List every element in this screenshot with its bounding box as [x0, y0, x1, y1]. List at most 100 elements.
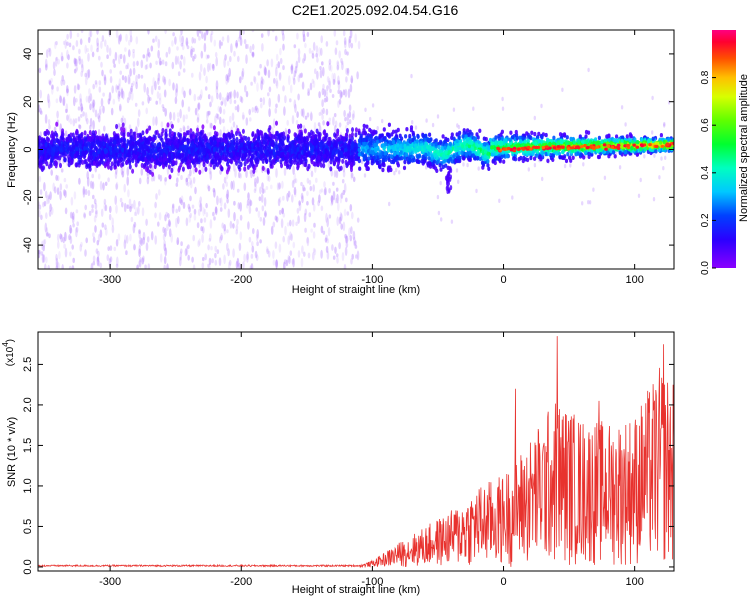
spectrogram-noise-mark — [122, 165, 125, 174]
spectrogram-noise-mark — [164, 247, 168, 257]
spectrogram-noise-mark — [188, 206, 191, 213]
spectrogram-noise-mark — [338, 122, 342, 128]
spectrogram-noise-mark — [249, 45, 252, 54]
spectrogram-noise-mark — [431, 122, 435, 128]
spectrogram-noise-mark — [337, 201, 340, 212]
spectrogram-noise-mark — [164, 227, 167, 237]
spectrogram-noise-mark — [108, 91, 112, 102]
spectrogram-noise-mark — [238, 262, 241, 269]
spectrogram-noise-mark — [146, 86, 149, 96]
spectrogram-noise-mark — [236, 257, 240, 268]
spectrogram-noise-mark — [82, 111, 85, 117]
spectrogram-band-mark — [168, 145, 172, 151]
spectrogram-noise-mark — [342, 89, 346, 96]
spectrogram-band-mark — [271, 141, 275, 147]
spectrogram-band-mark — [197, 156, 201, 162]
spectrogram-noise-mark — [213, 189, 216, 198]
spectrogram-noise-mark — [293, 178, 296, 185]
spectrogram-noise-mark — [38, 67, 42, 74]
spectrogram-noise-mark — [282, 33, 285, 42]
spectrogram-noise-mark — [320, 35, 324, 44]
spectrogram-noise-mark — [222, 126, 226, 134]
spectrogram-noise-mark — [272, 118, 276, 129]
spectrogram-noise-mark — [155, 193, 158, 200]
spectrogram-noise-mark — [163, 240, 166, 247]
spectrogram-noise-mark — [175, 182, 179, 187]
spectrogram-noise-mark — [129, 35, 133, 43]
spectrogram-noise-mark — [133, 244, 136, 251]
spectrogram-noise-mark — [138, 230, 141, 239]
spectrogram-band-mark — [50, 150, 54, 156]
spectrogram-noise-mark — [79, 38, 83, 45]
spectrogram-band-mark — [150, 157, 154, 163]
spectrogram-noise-mark — [325, 245, 329, 254]
spectrogram-noise-mark — [244, 85, 247, 93]
spectrogram-noise-mark — [157, 49, 160, 59]
spectrogram-band-mark — [101, 133, 105, 139]
spectrogram-noise-mark — [346, 51, 349, 56]
spectrogram-noise-mark — [44, 263, 47, 269]
spectrogram-noise-mark — [660, 156, 663, 161]
spectrogram-noise-mark — [436, 194, 440, 200]
spectrogram-band-mark — [213, 130, 217, 136]
spectrogram-band-mark — [123, 153, 127, 159]
spectrogram-noise-mark — [185, 245, 189, 256]
spectrogram-noise-mark — [120, 117, 124, 123]
spectrogram-band-mark — [260, 154, 263, 160]
spectrogram-noise-mark — [116, 256, 119, 266]
spectrogram-noise-mark — [348, 227, 351, 238]
spectrogram-band-mark — [69, 144, 73, 150]
spectrogram-noise-mark — [91, 204, 94, 209]
spectrogram-noise-mark — [289, 84, 293, 94]
spectrogram-noise-mark — [234, 106, 238, 111]
spectrogram-noise-mark — [96, 30, 99, 35]
spectrogram-noise-mark — [73, 68, 77, 74]
spectrogram-noise-mark — [218, 39, 222, 50]
spectrogram-noise-mark — [42, 239, 46, 248]
spectrogram-noise-mark — [246, 43, 249, 50]
spectrogram-band-mark — [88, 130, 92, 136]
spectrogram-noise-mark — [302, 37, 306, 42]
spectrogram-noise-mark — [94, 80, 98, 85]
spectrogram-noise-mark — [53, 186, 57, 194]
spectrogram-noise-mark — [326, 76, 330, 83]
spectrogram-noise-mark — [65, 108, 68, 114]
spectrogram-noise-mark — [256, 176, 259, 184]
spectrogram-band-mark — [190, 147, 194, 154]
spectrogram-signal-mark — [404, 134, 408, 139]
spectrogram-band-mark — [264, 157, 268, 163]
spectrogram-band-mark — [55, 132, 59, 138]
spectrogram-band-mark — [212, 147, 216, 153]
spectrogram-noise-mark — [164, 177, 167, 182]
spectrogram-band-mark — [326, 149, 330, 156]
spectrogram-noise-mark — [256, 241, 259, 247]
spectrogram-noise-mark — [232, 121, 236, 128]
spectrogram-band-mark — [231, 133, 235, 140]
spectrogram-noise-mark — [157, 77, 160, 86]
spectrogram-band-mark — [253, 134, 257, 140]
spectrogram-noise-mark — [185, 41, 189, 46]
spectrogram-noise-mark — [286, 119, 290, 126]
spectrogram-noise-mark — [310, 112, 313, 121]
spectrogram-noise-mark — [293, 70, 297, 78]
spectrogram-band-mark — [146, 168, 150, 174]
spectrogram-noise-mark — [291, 258, 295, 265]
spectrogram-noise-mark — [360, 159, 364, 165]
spectrogram-band-mark — [96, 149, 100, 155]
spectrogram-noise-mark — [108, 47, 112, 57]
spectrogram-band-mark — [186, 137, 190, 143]
spectrogram-noise-mark — [84, 44, 87, 54]
spectrogram-band-mark — [193, 162, 197, 168]
spectrogram-noise-mark — [132, 67, 136, 76]
spectrogram-noise-mark — [257, 71, 261, 76]
spectrogram-noise-mark — [204, 253, 207, 261]
spectrogram-noise-mark — [117, 90, 120, 100]
spectrogram-band-mark — [171, 131, 175, 137]
spectrogram-noise-mark — [291, 194, 294, 203]
spectrogram-noise-mark — [45, 49, 49, 59]
spectrogram-noise-mark — [89, 30, 93, 38]
spectrogram-noise-mark — [165, 211, 168, 217]
spectrogram-band-mark — [40, 138, 44, 144]
spectrogram-noise-mark — [208, 257, 212, 266]
spectrogram-noise-mark — [345, 242, 349, 248]
